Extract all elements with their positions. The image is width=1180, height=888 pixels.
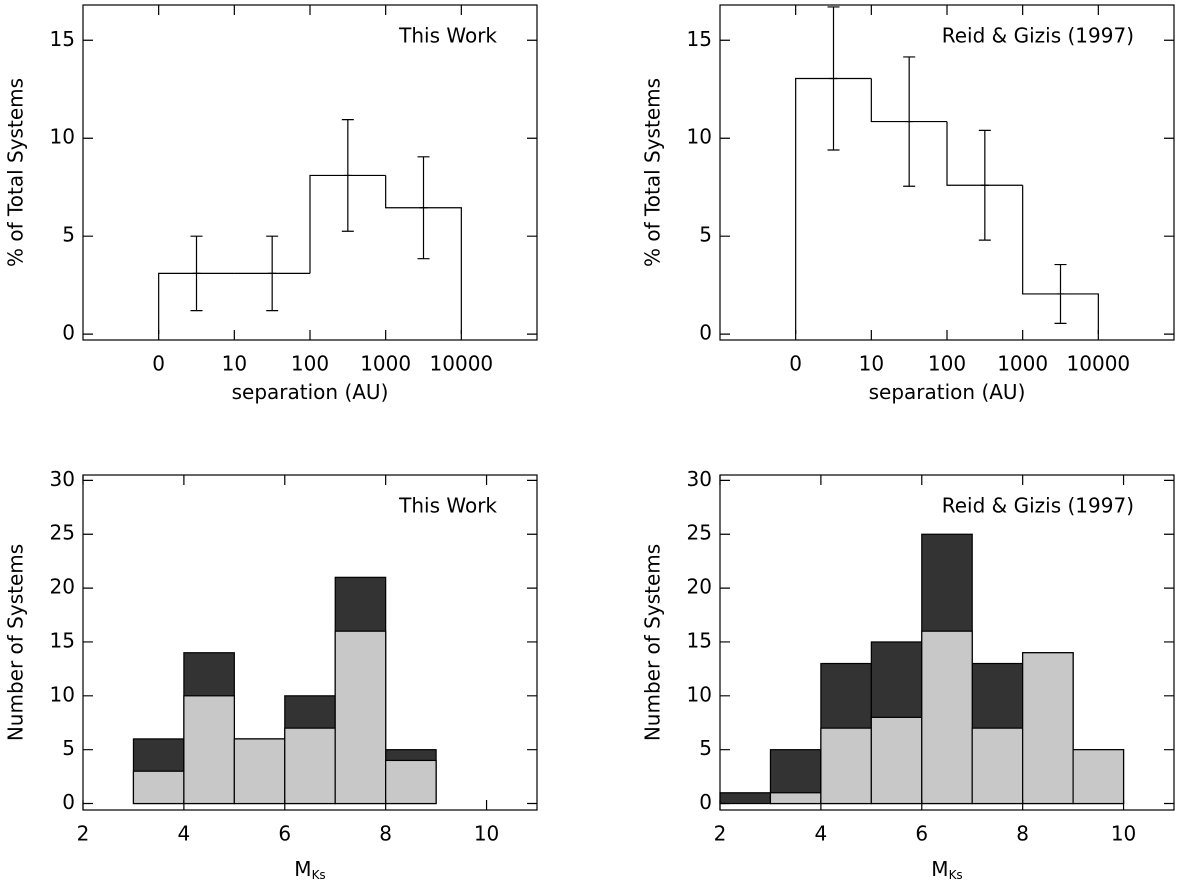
x-tick-label: 10: [474, 822, 499, 846]
bar: [385, 759, 437, 805]
y-tick-label: 0: [62, 321, 75, 345]
panel: 2 4 6 8 10 0 5 10 15 20 25 30 This Work Number of Sys…: [4, 467, 538, 882]
x-axis-label: MKs: [931, 857, 962, 882]
x-tick-label: 10: [1111, 822, 1136, 846]
x-axis-label: separation (AU): [869, 380, 1026, 404]
x-tick-label: 2: [714, 822, 727, 846]
y-tick-label: 25: [50, 521, 75, 545]
x-tick-label: 1000: [360, 352, 411, 376]
histogram-step: [870, 78, 947, 123]
panel: 2 4 6 8 10 0 5 10 15 20 25 30 Reid & Gizis (1997) Num…: [641, 467, 1175, 882]
histogram-step: [309, 174, 386, 274]
x-tick-label: 6: [915, 822, 928, 846]
y-tick-label: 0: [62, 790, 75, 814]
bar: [870, 716, 923, 805]
x-tick-label: 10: [859, 352, 884, 376]
bar: [132, 770, 185, 805]
plot-frame: [82, 4, 538, 341]
x-tick-label: 10000: [1067, 352, 1131, 376]
x-axis-label-subscript: Ks: [949, 868, 963, 882]
x-axis-label-subscript: Ks: [312, 868, 326, 882]
error-bar: [417, 156, 430, 260]
x-tick-label: 4: [178, 822, 191, 846]
x-axis-label-main: M: [294, 857, 311, 881]
y-axis-label: Number of Systems: [4, 544, 28, 741]
x-tick-label: 1000: [997, 352, 1048, 376]
x-tick-label: 10000: [430, 352, 494, 376]
annotation: This Work: [398, 494, 497, 518]
x-tick-label: 0: [152, 352, 165, 376]
bar: [284, 727, 336, 805]
histogram-step: [946, 121, 1023, 186]
error-bar: [827, 6, 840, 151]
x-tick-label: 100: [928, 352, 966, 376]
bar: [183, 695, 235, 805]
bar: [233, 738, 286, 805]
bar: [1022, 652, 1074, 805]
x-tick-label: 100: [291, 352, 329, 376]
y-tick-label: 25: [687, 521, 712, 545]
y-tick-label: 10: [687, 125, 712, 149]
bar: [719, 792, 772, 805]
x-axis-label-main: separation (AU): [869, 380, 1026, 404]
x-tick-label: 10: [222, 352, 247, 376]
y-tick-label: 0: [699, 321, 712, 345]
y-tick-label: 20: [687, 575, 712, 599]
panel: 0 10 100 1000 10000 0 5 10 15 This Work % of Total…: [4, 4, 538, 404]
y-tick-label: 5: [62, 736, 75, 760]
y-tick-label: 10: [687, 682, 712, 706]
y-tick-label: 20: [50, 575, 75, 599]
annotation: Reid & Gizis (1997): [942, 494, 1134, 518]
x-axis-label: MKs: [294, 857, 325, 882]
y-tick-label: 5: [699, 223, 712, 247]
error-bar: [903, 56, 916, 187]
error-bar: [190, 235, 203, 312]
error-bar: [266, 235, 279, 312]
y-tick-label: 0: [699, 790, 712, 814]
x-tick-label: 0: [789, 352, 802, 376]
y-tick-label: 30: [50, 467, 75, 491]
x-axis-label: separation (AU): [232, 380, 389, 404]
annotation: Reid & Gizis (1997): [942, 24, 1134, 48]
x-tick-label: 6: [278, 822, 291, 846]
y-tick-label: 10: [50, 125, 75, 149]
bar: [334, 630, 387, 805]
x-tick-label: 8: [1016, 822, 1029, 846]
bar: [820, 727, 872, 805]
y-tick-label: 15: [50, 27, 75, 51]
bar: [921, 630, 973, 805]
y-tick-label: 5: [699, 736, 712, 760]
y-tick-label: 10: [50, 682, 75, 706]
annotation: This Work: [398, 24, 497, 48]
bar: [971, 727, 1024, 805]
panel: 0 10 100 1000 10000 0 5 10 15 Reid & Gizis (1997)…: [641, 4, 1175, 404]
y-tick-label: 15: [687, 628, 712, 652]
x-axis-label-main: M: [931, 857, 948, 881]
error-bar: [1054, 263, 1067, 324]
histogram-step: [158, 272, 235, 335]
error-bar: [978, 129, 991, 241]
histogram-step: [795, 77, 872, 335]
y-axis-label: % of Total Systems: [4, 78, 28, 267]
x-tick-label: 8: [379, 822, 392, 846]
x-tick-label: 4: [815, 822, 828, 846]
x-tick-label: 2: [77, 822, 90, 846]
bar: [1072, 749, 1125, 805]
y-axis-label: Number of Systems: [641, 544, 665, 741]
y-tick-label: 5: [62, 223, 75, 247]
y-axis-label: % of Total Systems: [641, 78, 665, 267]
error-bar: [341, 119, 354, 232]
y-tick-label: 30: [687, 467, 712, 491]
y-tick-label: 15: [687, 27, 712, 51]
y-tick-label: 15: [50, 628, 75, 652]
bar: [769, 792, 822, 805]
x-axis-label-main: separation (AU): [232, 380, 389, 404]
